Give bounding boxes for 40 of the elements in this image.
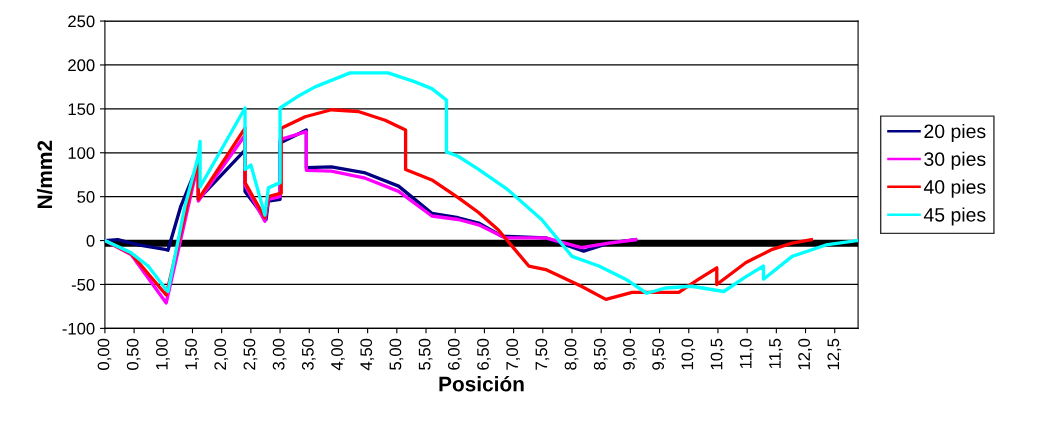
x-tick-label: 2,50 [243, 338, 258, 370]
x-tick-label: 8,00 [564, 338, 579, 370]
x-tick-label: 8,50 [593, 338, 608, 370]
y-tick-label: -100 [62, 322, 95, 335]
x-tick-label: 11,0 [739, 338, 754, 369]
x-tick-label: 7,00 [506, 338, 521, 370]
x-tick-label: 6,50 [477, 338, 491, 370]
x-tick-label: 11,5 [769, 338, 783, 369]
y-axis-title: N/mm2 [36, 140, 53, 209]
x-tick-label: 3,00 [272, 338, 287, 370]
x-tick-label: 9,50 [652, 338, 667, 370]
x-tick-label: 3,50 [301, 338, 316, 370]
x-tick-label: 1,00 [155, 338, 170, 370]
y-tick-label: 200 [68, 59, 95, 72]
x-tick-label: 12,0 [798, 338, 812, 370]
x-tick-label: 0,50 [126, 338, 141, 370]
x-tick-label: 2,00 [214, 338, 229, 370]
x-tick-label: 4,50 [360, 338, 375, 371]
legend-label: 30 pies [924, 151, 986, 170]
x-tick-label: 12,5 [827, 338, 842, 370]
y-tick-label: -50 [71, 278, 95, 291]
x-tick-label: 5,50 [418, 338, 433, 370]
x-tick-label: 5,00 [389, 338, 404, 370]
x-tick-label: 1,50 [185, 338, 199, 370]
x-tick-label: 6,00 [447, 338, 462, 370]
x-tick-label: 9,00 [623, 338, 637, 370]
y-tick-label: 50 [77, 191, 95, 203]
y-tick-label: 0 [86, 234, 95, 247]
x-axis-title: Posición [439, 375, 524, 392]
x-tick-label: 10,0 [681, 338, 696, 370]
legend-label: 40 pies [923, 179, 986, 198]
y-tick-label: 150 [68, 103, 95, 116]
y-tick-label: 100 [68, 147, 95, 159]
legend-label: 45 pies [923, 207, 986, 226]
x-tick-label: 10,5 [710, 338, 725, 370]
x-tick-label: 0,00 [97, 338, 112, 370]
x-tick-label: 7,50 [535, 338, 550, 370]
x-tick-label: 4,00 [331, 338, 345, 371]
legend-label: 20 pies [924, 123, 986, 143]
y-tick-label: 250 [68, 15, 95, 28]
